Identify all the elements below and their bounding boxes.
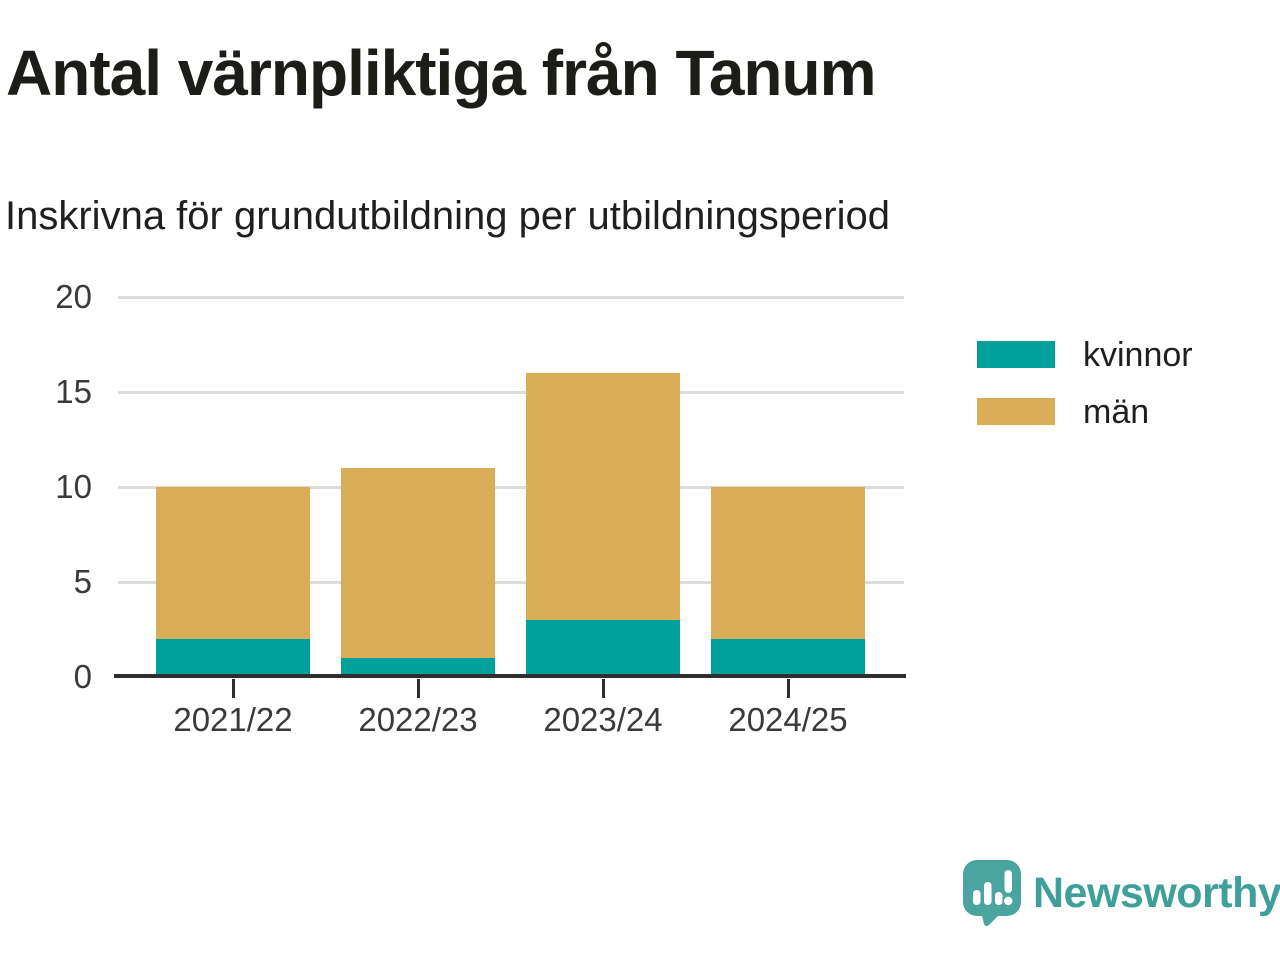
x-axis-line bbox=[114, 674, 906, 678]
branding: Newsworthy bbox=[963, 860, 1280, 931]
x-tick-label-2024/25: 2024/25 bbox=[728, 701, 848, 738]
gridline-y-10 bbox=[118, 486, 904, 489]
newsworthy-logo-icon bbox=[963, 860, 1021, 931]
x-tick-2021/22 bbox=[232, 679, 235, 698]
x-tick-2023/24 bbox=[602, 679, 605, 698]
x-axis: 2021/22 2022/23 2023/24 2024/25 bbox=[118, 677, 904, 757]
gridline-y-5 bbox=[118, 581, 904, 584]
legend-swatch-man bbox=[977, 398, 1055, 425]
legend-swatch-kvinnor bbox=[977, 341, 1055, 368]
bar-segment-män-2021/22 bbox=[156, 487, 310, 639]
x-tick-label-2022/23: 2022/23 bbox=[358, 701, 478, 738]
bar-segment-män-2022/23 bbox=[341, 468, 495, 658]
bar-segment-män-2023/24 bbox=[526, 373, 680, 620]
chart-subtitle: Inskrivna för grundutbildning per utbild… bbox=[5, 194, 890, 238]
legend-item-kvinnor: kvinnor bbox=[977, 338, 1193, 372]
x-tick-2022/23 bbox=[417, 679, 420, 698]
gridline-y-15 bbox=[118, 391, 904, 394]
bar-segment-kvinnor-2023/24 bbox=[526, 620, 680, 677]
newsworthy-logo-text: Newsworthy bbox=[1033, 869, 1280, 917]
legend: kvinnor män bbox=[977, 338, 1193, 455]
y-tick-label-20: 20 bbox=[55, 278, 92, 315]
bar-segment-kvinnor-2024/25 bbox=[711, 639, 865, 677]
bar-segment-kvinnor-2021/22 bbox=[156, 639, 310, 677]
y-tick-label-15: 15 bbox=[55, 373, 92, 410]
y-tick-label-5: 5 bbox=[73, 563, 92, 600]
y-tick-label-10: 10 bbox=[55, 468, 92, 505]
x-tick-2024/25 bbox=[787, 679, 790, 698]
bar-segment-kvinnor-2022/23 bbox=[341, 658, 495, 677]
legend-item-man: män bbox=[977, 395, 1193, 429]
chart-title: Antal värnpliktiga från Tanum bbox=[6, 37, 876, 109]
plot-area bbox=[118, 296, 904, 677]
gridline-y-20 bbox=[118, 296, 904, 299]
x-tick-label-2021/22: 2021/22 bbox=[173, 701, 293, 738]
y-tick-label-0: 0 bbox=[73, 658, 92, 695]
x-tick-label-2023/24: 2023/24 bbox=[543, 701, 663, 738]
legend-label-man: män bbox=[1083, 392, 1150, 431]
legend-label-kvinnor: kvinnor bbox=[1083, 335, 1193, 374]
bar-segment-män-2024/25 bbox=[711, 487, 865, 639]
